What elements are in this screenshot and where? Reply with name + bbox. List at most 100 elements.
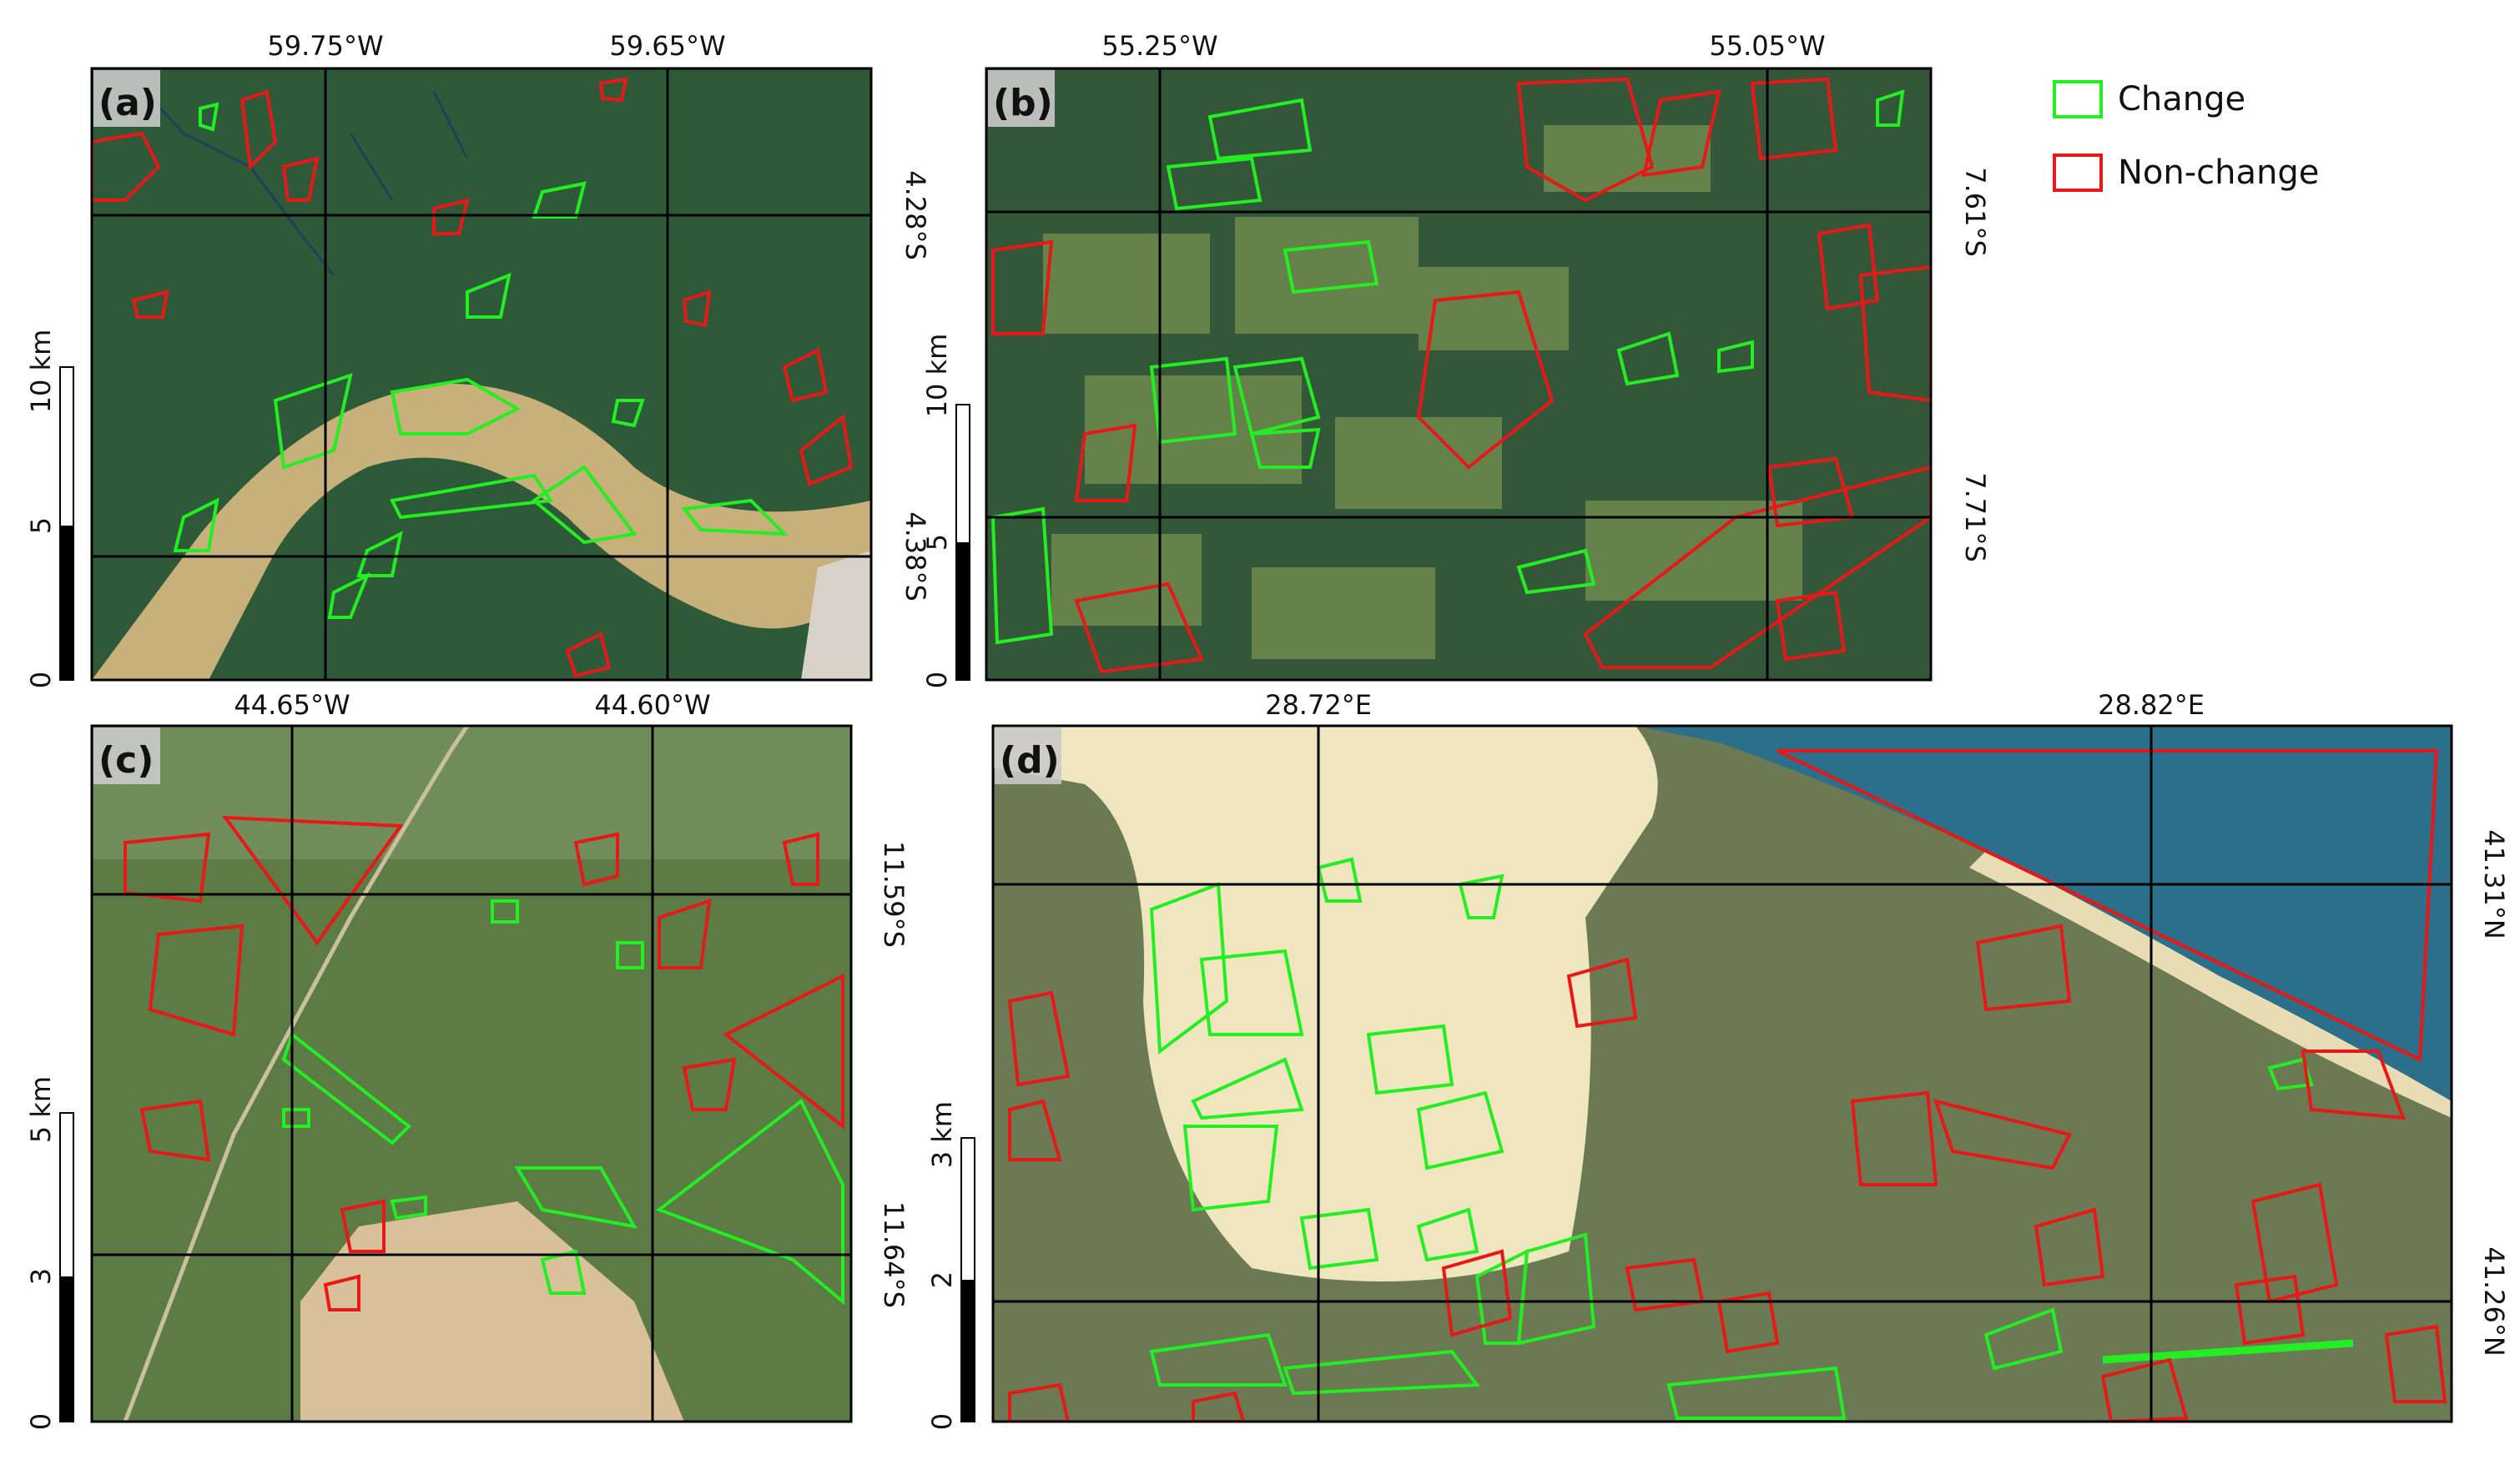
panel-c-frame	[90, 724, 853, 1423]
panel-d-lat-label-2: 41.26°N	[2478, 1246, 2510, 1357]
legend-change-swatch	[2053, 80, 2103, 118]
change-polygon	[1616, 331, 1680, 386]
nonchange-polygon	[323, 1274, 360, 1311]
change-polygon	[532, 181, 587, 219]
nonchange-polygon	[1007, 990, 1071, 1087]
change-polygon	[1232, 356, 1321, 436]
change-polygon	[466, 272, 512, 319]
legend-nonchange-swatch	[2053, 154, 2103, 192]
panel-a-lat-label-1: 4.28°S	[900, 170, 931, 260]
panel-c-lat-label-1: 11.59°S	[878, 841, 910, 948]
nonchange-polygon	[573, 832, 619, 887]
nonchange-polygon	[1074, 581, 1204, 674]
panel-c-nonchange-polygons	[123, 815, 844, 1311]
change-polygon	[390, 377, 522, 435]
panel-d-scale-zero: 0	[926, 1413, 958, 1430]
nonchange-polygon	[1516, 77, 1655, 203]
panel-c-bare-soil	[300, 1201, 684, 1422]
nonchange-polygon	[239, 89, 278, 171]
nonchange-polygon	[782, 348, 829, 403]
panel-a-map	[92, 68, 871, 680]
change-polygon	[281, 1031, 412, 1145]
panel-c-graticule	[92, 726, 851, 1422]
panel-a-nonchange-polygons	[92, 77, 854, 678]
nonchange-polygon	[131, 289, 169, 319]
nonchange-polygon	[1750, 77, 1838, 161]
panel-a-change-polygons	[173, 102, 789, 619]
panel-b-scale-unit: 10 km	[921, 334, 953, 418]
nonchange-polygon	[1566, 957, 1638, 1029]
change-polygon	[491, 899, 519, 924]
panel-c-change-polygons	[281, 899, 844, 1306]
panel-c-road	[123, 726, 470, 1422]
panel-c-scale-mid: 3	[25, 1268, 57, 1285]
panel-d-graticule	[993, 726, 2452, 1422]
change-polygon	[1316, 857, 1363, 903]
change-polygon	[1876, 89, 1905, 127]
panel-a-label: (a)	[98, 82, 157, 124]
change-polygon	[199, 102, 219, 132]
panel-c-map	[92, 726, 851, 1422]
panel-d-map	[993, 726, 2452, 1422]
nonchange-polygon	[1975, 924, 2072, 1012]
nonchange-polygon	[1858, 264, 1931, 403]
panel-d-lon-label-2: 28.82°E	[2098, 689, 2205, 721]
panel-b-scale-mid: 5	[921, 534, 953, 551]
change-polygon	[356, 531, 403, 577]
nonchange-polygon	[2384, 1324, 2447, 1403]
change-polygon	[990, 506, 1054, 645]
panel-a-frame	[90, 67, 873, 682]
change-polygon	[1283, 1349, 1480, 1396]
nonchange-polygon	[1850, 1090, 1938, 1186]
nonchange-polygon	[432, 198, 470, 235]
panel-c-scale-zero: 0	[25, 1413, 57, 1430]
panel-d-scalebar: 3 km 2 0	[926, 1101, 975, 1430]
panel-b-lon-label-2: 55.05°W	[1709, 30, 1825, 62]
change-polygon	[655, 1098, 844, 1306]
panel-a-scale-unit: 10 km	[25, 330, 57, 414]
panel-c: (c) 44.65°W 44.60°W 11.59°S 11.64°S 5 km…	[25, 689, 910, 1430]
nonchange-polygon	[2234, 1274, 2306, 1346]
change-polygon	[1182, 1125, 1279, 1212]
panel-c-lon-label-1: 44.65°W	[234, 689, 350, 721]
nonchange-polygon	[682, 289, 712, 328]
nonchange-polygon	[221, 815, 404, 946]
nonchange-polygon	[1441, 1249, 1513, 1337]
change-polygon	[2267, 1057, 2314, 1091]
change-polygon	[1516, 548, 1596, 595]
legend-nonchange-label: Non-change	[2118, 154, 2319, 192]
nonchange-polygon	[2250, 1182, 2339, 1304]
nonchange-polygon	[148, 924, 244, 1037]
nonchange-polygon	[92, 131, 161, 202]
change-polygon	[1474, 1248, 1530, 1345]
change-polygon	[1166, 156, 1263, 211]
panel-b: (b) 55.25°W 55.05°W 7.61°S 7.71°S 10 km …	[921, 30, 1991, 688]
nonchange-polygon	[1777, 749, 2439, 1063]
change-polygon	[1366, 1024, 1454, 1095]
change-polygon	[1149, 882, 1229, 1055]
change-polygon	[1207, 98, 1313, 161]
panel-d-change-polygons	[1149, 857, 2314, 1420]
panel-b-label-bg	[988, 70, 1055, 127]
panel-c-scalebar: 5 km 3 0	[25, 1076, 74, 1430]
panel-d-scale-mid: 2	[926, 1271, 958, 1288]
legend-change-label: Change	[2118, 80, 2245, 118]
panel-c-label: (c)	[98, 739, 154, 782]
nonchange-polygon	[281, 156, 320, 202]
nonchange-polygon	[2034, 1207, 2105, 1287]
nonchange-polygon	[723, 973, 844, 1130]
change-polygon	[1299, 1207, 1379, 1271]
panel-b-label: (b)	[993, 82, 1053, 124]
panel-b-map	[986, 68, 1931, 680]
nonchange-polygon	[340, 1199, 386, 1253]
change-polygon	[1191, 1057, 1304, 1120]
panel-d-label-bg	[995, 727, 1061, 784]
nonchange-polygon	[1074, 423, 1137, 502]
panel-c-lat-label-2: 11.64°S	[878, 1201, 910, 1308]
panel-b-lat-label-2: 7.71°S	[1959, 472, 1991, 562]
change-polygon	[390, 473, 554, 520]
change-polygon	[514, 1166, 638, 1229]
panel-b-lon-label-1: 55.25°W	[1101, 30, 1217, 62]
nonchange-polygon	[1416, 289, 1555, 470]
panel-a-scale-zero: 0	[25, 672, 57, 688]
